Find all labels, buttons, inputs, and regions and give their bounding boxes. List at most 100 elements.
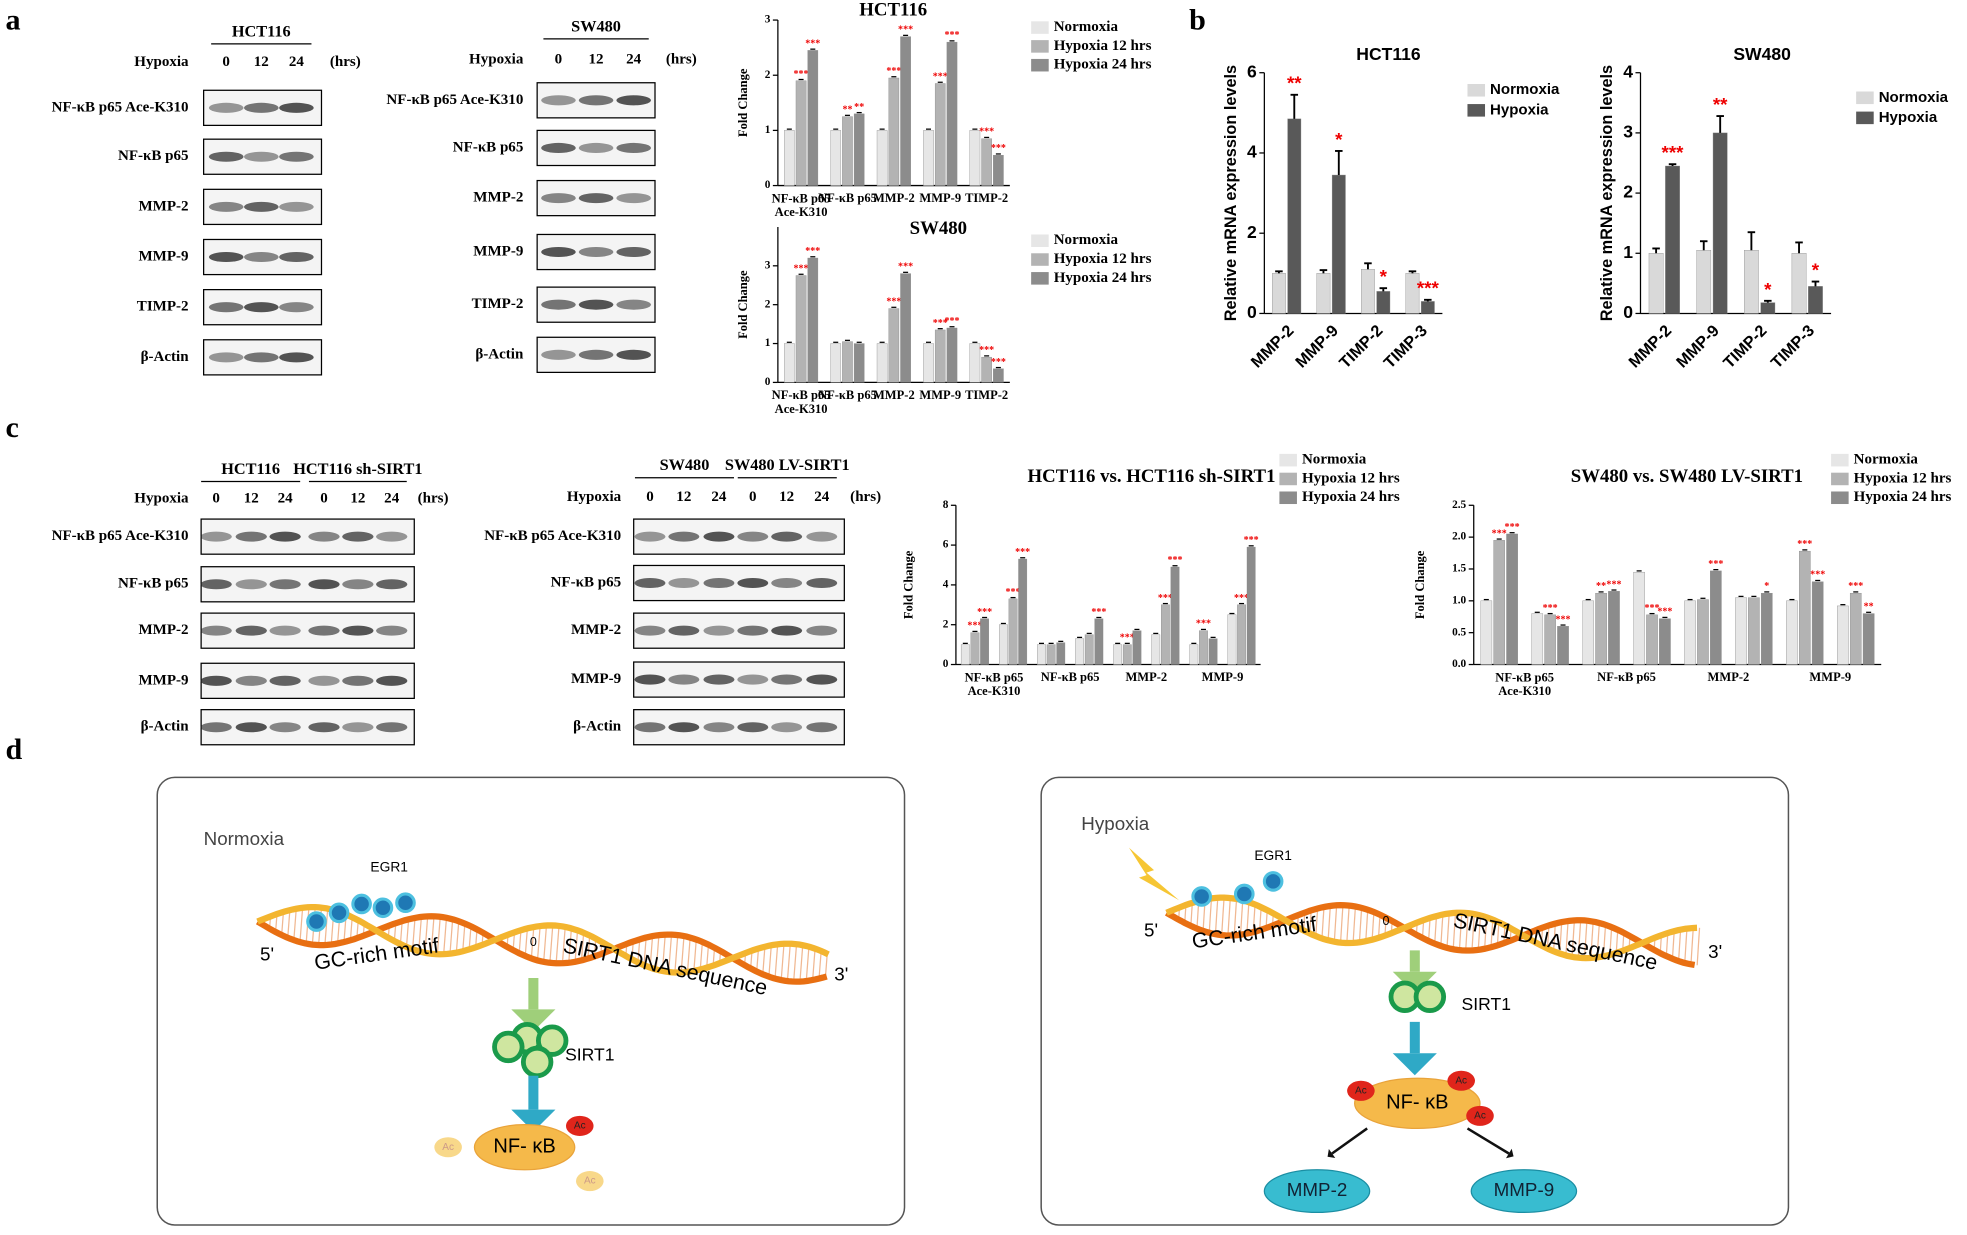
dna-rung [418, 916, 423, 952]
bar [1744, 250, 1759, 314]
x-tick-label: NF-κB p65 [1597, 670, 1656, 684]
significance: *** [1606, 579, 1621, 590]
significance: *** [1006, 587, 1021, 598]
lightning [1128, 847, 1180, 901]
legend-swatch [1031, 21, 1049, 34]
protein-ball [372, 897, 394, 919]
x-tick-label: MMP-2 [1248, 322, 1298, 372]
y-tick-label: 1 [1623, 242, 1633, 262]
bar [993, 155, 1004, 186]
factor-label: EGR1 [1254, 848, 1292, 863]
y-tick-label: 2.5 [1452, 499, 1466, 511]
bar [1760, 302, 1776, 314]
product-label: MMP-9 [1494, 1179, 1555, 1200]
y-tick-label: 0 [1623, 302, 1633, 322]
significance: *** [979, 345, 994, 356]
x-tick-label: MMP-9 [1673, 322, 1723, 372]
arrow-head [1392, 1053, 1437, 1076]
bar [946, 327, 958, 383]
bar [1837, 605, 1849, 665]
protein-ball [1233, 883, 1255, 905]
blot-band [269, 675, 301, 686]
product-ellipse [1263, 1169, 1371, 1214]
bar [1659, 618, 1671, 665]
y-tick-label: 3 [765, 259, 771, 271]
y-axis-label: Relative mRNA expression levels [1598, 65, 1616, 321]
dna-rung [799, 945, 804, 982]
blot-band [703, 722, 735, 733]
bar [842, 116, 853, 186]
dna-rung [693, 939, 697, 971]
dna-rung [1346, 905, 1350, 944]
dna-rung [1358, 907, 1363, 943]
bar [1808, 286, 1823, 314]
protein-ball [535, 1024, 569, 1057]
protein-label: MMP-9 [473, 243, 523, 259]
protein-label: NF-κB p65 Ace-K310 [484, 528, 621, 544]
bar [1084, 634, 1094, 665]
blot-band [578, 349, 614, 360]
bar-chart: 0 1 2 3 4 SW480 Relative mRNA expression level… [1598, 44, 1948, 372]
dna-rung [399, 921, 403, 945]
blot-band [342, 579, 374, 590]
chart-title: SW480 [910, 218, 967, 239]
x-tick-label: TIMP-3 [1768, 322, 1818, 372]
blot-band [806, 578, 838, 589]
dna-rung [587, 935, 591, 959]
blot-band [616, 142, 651, 153]
bar [795, 80, 807, 186]
significance: *** [1543, 603, 1558, 614]
dna-rung [818, 950, 822, 979]
x-tick-label: MMP-2 [1125, 670, 1167, 684]
legend-label: Normoxia [1854, 452, 1919, 468]
dna-rung [1496, 922, 1500, 946]
acetyl-label: Ac [584, 1176, 596, 1187]
y-tick-label: 3 [1623, 122, 1633, 142]
unit-label: (hrs) [850, 489, 881, 505]
dna-rung [1583, 920, 1588, 959]
dna-rung [580, 932, 585, 961]
bar [807, 257, 819, 383]
dna-rung [812, 948, 816, 981]
legend-label: Normoxia [1879, 89, 1949, 106]
significance: *** [794, 69, 809, 80]
significance: *** [967, 621, 982, 632]
bar [1046, 644, 1056, 665]
bar [1287, 118, 1302, 314]
significance: *** [1662, 142, 1685, 163]
time-label: 0 [212, 490, 220, 506]
blot-header: HCT116 [232, 21, 291, 40]
blot-band [269, 579, 301, 590]
dna-rung [1239, 900, 1244, 935]
significance: *** [886, 66, 901, 77]
dna-rung [1371, 912, 1375, 940]
blot-band [634, 674, 666, 685]
blot-band [244, 151, 279, 162]
dna-rung [555, 925, 560, 964]
y-tick-label: 6 [1247, 61, 1257, 81]
legend-label: Normoxia [1054, 19, 1119, 35]
y-tick-label: 1 [765, 124, 771, 136]
arrow-shaft [1466, 1127, 1510, 1155]
x-tick-label: MMP-9 [1202, 670, 1244, 684]
bar [1480, 600, 1493, 665]
bar [999, 624, 1008, 665]
legend-label: Hypoxia 12 hrs [1302, 470, 1400, 486]
x-tick-label: NF-κB p65 Ace-K310 [1495, 670, 1554, 698]
dna-rung [1440, 914, 1444, 947]
arrow-head [511, 1109, 556, 1132]
dna-rung [455, 921, 460, 953]
dna-rung [524, 928, 529, 957]
blot-band [806, 531, 838, 542]
bar [1811, 581, 1824, 665]
blot-band [308, 675, 340, 686]
blot-band [771, 674, 803, 685]
dna-rung [643, 937, 647, 966]
blot-band [634, 531, 666, 542]
bar [923, 343, 934, 383]
time-label: 12 [244, 490, 259, 506]
dna-rung [1227, 898, 1231, 936]
legend-swatch [1467, 104, 1486, 117]
western-blot: HCT116 HCT116 sh-SIRT1 Hypoxia 0 12 24 0 12 24 (h… [52, 459, 449, 746]
bar [1075, 638, 1084, 665]
